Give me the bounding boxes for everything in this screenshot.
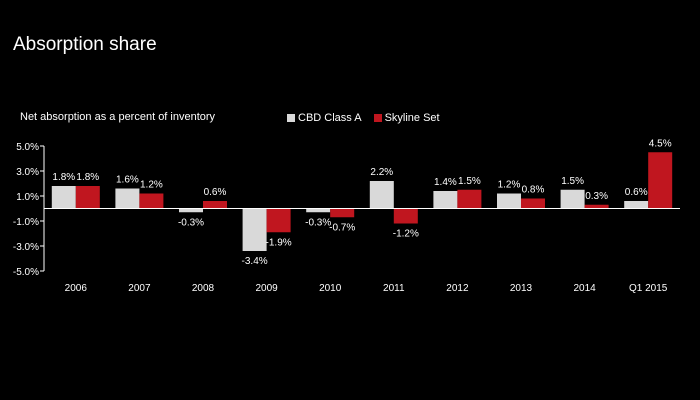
x-tick-label: 2013 <box>510 283 533 294</box>
bar-cbd-class-a <box>624 201 649 209</box>
chart-subtitle: Net absorption as a percent of inventory <box>20 111 216 123</box>
data-label-skyline-set: -0.7% <box>329 222 355 233</box>
data-label-cbd-class-a: 1.6% <box>116 175 139 186</box>
bar-cbd-class-a <box>497 193 521 209</box>
legend-item-skyline-set: Skyline Set <box>373 112 440 124</box>
chart-legend: CBD Class A Skyline Set <box>287 112 452 124</box>
x-tick-label: 2014 <box>573 283 596 294</box>
legend-label-skyline-set: Skyline Set <box>384 112 440 124</box>
bar-skyline-set <box>330 208 355 218</box>
data-label-skyline-set: 1.8% <box>76 172 99 183</box>
bar-skyline-set <box>203 201 227 209</box>
legend-item-cbd-class-a: CBD Class A <box>287 112 362 124</box>
y-tick-label: 1.0% <box>16 192 39 203</box>
chart-title: Absorption share <box>13 34 157 55</box>
y-tick-label: 3.0% <box>16 167 39 178</box>
data-label-skyline-set: 1.5% <box>458 176 481 187</box>
bar-skyline-set <box>139 193 164 209</box>
bar-cbd-class-a <box>560 189 585 209</box>
x-tick-label: 2012 <box>446 283 469 294</box>
bar-cbd-class-a <box>433 191 458 209</box>
x-tick-label: 2008 <box>192 283 215 294</box>
data-label-skyline-set: 0.6% <box>204 187 227 198</box>
data-label-cbd-class-a: 1.2% <box>498 180 521 191</box>
data-label-skyline-set: 1.2% <box>140 180 163 191</box>
y-tick-label: 5.0% <box>16 142 39 153</box>
bar-skyline-set <box>457 189 482 209</box>
y-tick-label: -3.0% <box>13 242 39 253</box>
data-label-cbd-class-a: 1.8% <box>52 172 75 183</box>
data-label-cbd-class-a: -0.3% <box>178 217 204 228</box>
data-label-cbd-class-a: 1.4% <box>434 177 457 188</box>
legend-label-cbd-class-a: CBD Class A <box>298 112 362 124</box>
x-tick-label: 2007 <box>128 283 151 294</box>
y-tick-label: -5.0% <box>13 267 39 278</box>
data-label-cbd-class-a: -3.4% <box>242 256 268 267</box>
data-label-cbd-class-a: 1.5% <box>561 176 584 187</box>
bar-cbd-class-a <box>115 188 140 209</box>
x-tick-label: 2006 <box>65 283 88 294</box>
y-tick-label: -1.0% <box>13 217 39 228</box>
x-tick-label: 2009 <box>255 283 278 294</box>
data-label-skyline-set: -1.2% <box>393 229 419 240</box>
x-tick-label: Q1 2015 <box>629 283 668 294</box>
data-label-cbd-class-a: 2.2% <box>370 167 393 178</box>
data-label-skyline-set: 4.5% <box>649 138 672 149</box>
bar-cbd-class-a <box>179 208 203 213</box>
bar-skyline-set <box>393 208 418 224</box>
bar-skyline-set <box>266 208 291 233</box>
x-tick-label: 2011 <box>383 283 405 294</box>
bar-skyline-set <box>648 152 673 209</box>
bar-skyline-set <box>521 198 545 209</box>
data-label-skyline-set: 0.8% <box>522 185 545 196</box>
legend-swatch-skyline-set <box>373 114 382 122</box>
bar-cbd-class-a <box>306 208 331 213</box>
data-label-skyline-set: 0.3% <box>585 191 608 202</box>
bar-cbd-class-a <box>242 208 267 251</box>
bar-skyline-set <box>584 204 609 209</box>
legend-swatch-cbd-class-a <box>287 114 295 122</box>
bar-cbd-class-a <box>51 186 76 209</box>
data-label-cbd-class-a: 0.6% <box>625 187 648 198</box>
data-label-skyline-set: -1.9% <box>266 237 292 248</box>
data-label-cbd-class-a: -0.3% <box>305 217 331 228</box>
bar-cbd-class-a <box>369 181 394 209</box>
bar-skyline-set <box>75 186 100 209</box>
x-tick-label: 2010 <box>319 283 342 294</box>
